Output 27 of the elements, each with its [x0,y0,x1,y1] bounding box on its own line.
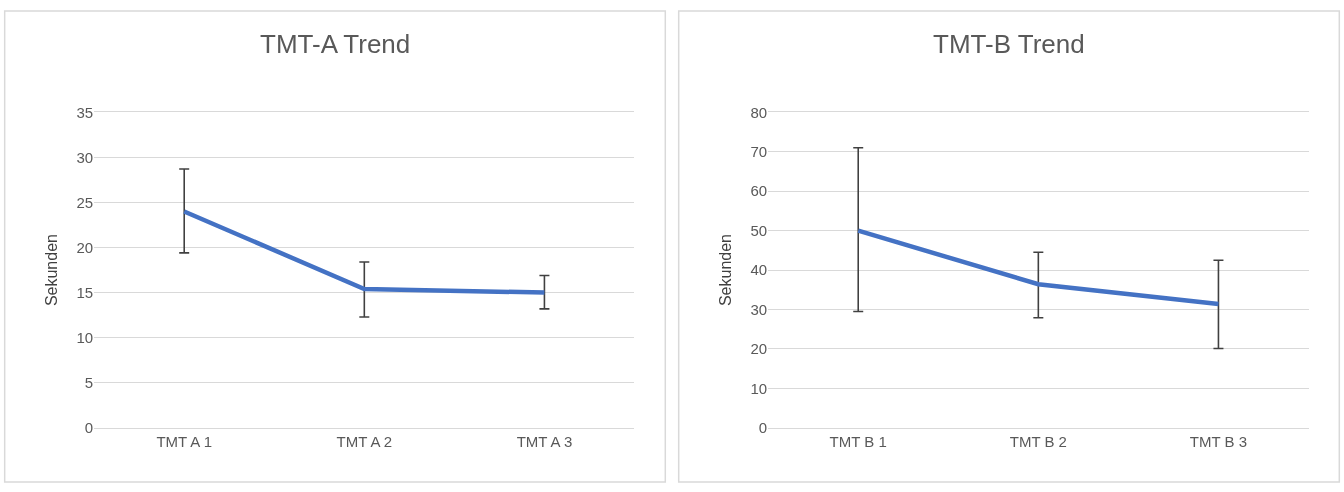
x-tick-label: TMT A 2 [336,432,393,450]
y-tick-label: 70 [750,142,768,160]
y-tick-label: 20 [750,340,768,358]
x-tick-label: TMT A 3 [516,432,573,450]
y-tick-label: 40 [750,261,768,279]
y-tick-label: 0 [84,419,94,437]
y-tick-label: 80 [750,103,768,121]
chart-title: TMT-B Trend [933,29,1085,59]
x-tick-label: TMT B 1 [829,432,887,450]
y-tick-label: 50 [750,221,768,239]
y-tick-label: 25 [76,193,94,211]
y-tick-label: 15 [76,283,94,301]
y-tick-label: 5 [84,374,94,392]
y-tick-label: 30 [750,300,768,318]
y-tick-label: 30 [76,148,94,166]
x-tick-label: TMT B 2 [1009,432,1067,450]
y-tick-label: 10 [76,328,94,346]
x-tick-label: TMT A 1 [156,432,212,450]
y-axis-title: Sekunden [43,234,61,307]
chart-title: TMT-A Trend [260,29,411,59]
y-tick-label: 0 [758,419,768,437]
y-tick-label: 20 [76,238,94,256]
y-tick-label: 60 [750,182,768,200]
y-tick-label: 10 [750,379,768,397]
y-axis-title: Sekunden [717,234,735,307]
x-tick-label: TMT B 3 [1189,432,1248,450]
y-tick-label: 35 [76,103,94,121]
